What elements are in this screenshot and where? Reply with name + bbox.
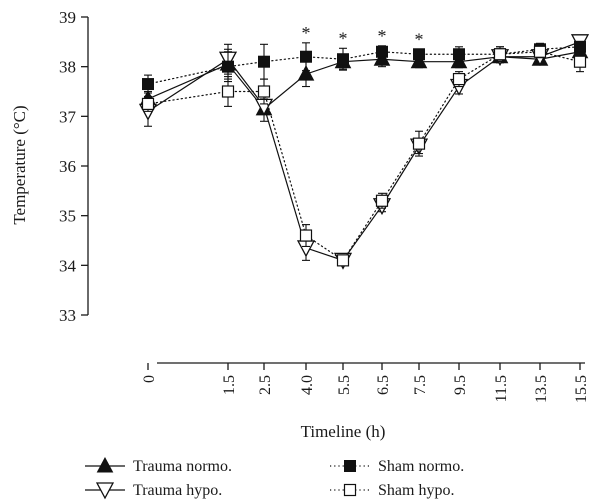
- data-point: [453, 48, 465, 61]
- significance-asterisk: *: [378, 26, 387, 46]
- x-tick-label: 7.5: [412, 375, 429, 395]
- significance-asterisk: *: [339, 28, 348, 48]
- x-tick-label: 11.5: [493, 375, 510, 402]
- legend-marker: [343, 483, 357, 497]
- data-point: [221, 85, 235, 98]
- series-layer: [138, 34, 590, 270]
- x-tick-label: 2.5: [257, 375, 274, 395]
- series-line: [147, 51, 581, 110]
- legend-marker: [95, 482, 115, 500]
- y-tick-label: 39: [59, 8, 76, 27]
- x-axis-label: Timeline (h): [301, 422, 386, 441]
- data-point: [258, 55, 270, 68]
- x-tick-label: 5.5: [336, 375, 353, 395]
- data-point: [141, 97, 155, 111]
- data-point: [493, 48, 507, 61]
- series-line: [147, 51, 581, 262]
- legend-label: Sham hypo.: [378, 482, 454, 499]
- x-tick-label: 13.5: [533, 375, 550, 403]
- data-point: [222, 60, 234, 73]
- series-line: [147, 46, 581, 85]
- significance-asterisk: *: [415, 29, 424, 49]
- y-axis-label: Temperature (°C): [10, 105, 29, 224]
- data-point: [299, 229, 313, 242]
- data-point: [336, 254, 350, 267]
- x-tick-label: 1.5: [221, 375, 238, 395]
- data-point: [337, 53, 349, 66]
- series-3: [141, 45, 587, 267]
- y-tick-label: 34: [59, 256, 77, 275]
- y-tick-label: 33: [59, 306, 76, 325]
- data-point: [375, 194, 389, 207]
- legend-item: Trauma normo.: [85, 456, 232, 475]
- legend: Trauma normo. Sham normo. Trauma hypo. Sham…: [85, 456, 464, 500]
- data-point: [297, 65, 315, 81]
- series-line: [147, 41, 581, 262]
- data-point: [376, 45, 388, 58]
- significance-asterisk: *: [302, 23, 311, 43]
- y-tick-label: 37: [59, 107, 77, 126]
- x-tick-label: 4.0: [299, 375, 316, 395]
- x-tick-label: 15.5: [573, 375, 590, 403]
- data-point: [257, 85, 271, 98]
- ticks: 33 34 35 36 37 38 39 0 1.5 2.5 4.0 5.5 6.5 7.5 9.5 11.5…: [59, 8, 590, 403]
- data-point: [452, 72, 466, 86]
- x-tick-label: 6.5: [375, 375, 392, 395]
- x-tick-label: 9.5: [452, 375, 469, 395]
- x-tick-label: 0: [141, 375, 158, 383]
- legend-marker: [344, 460, 356, 472]
- data-point: [142, 78, 154, 91]
- legend-item: Sham normo.: [330, 458, 464, 475]
- annotations: * * * *: [302, 23, 424, 49]
- legend-label: Trauma hypo.: [133, 482, 222, 499]
- y-tick-label: 38: [59, 58, 76, 77]
- series-1: [138, 34, 590, 270]
- data-point: [410, 52, 428, 69]
- legend-label: Sham normo.: [378, 458, 464, 475]
- legend-item: Trauma hypo.: [85, 482, 222, 500]
- data-point: [412, 137, 426, 150]
- data-point: [573, 55, 587, 68]
- legend-item: Sham hypo.: [330, 482, 454, 499]
- legend-marker: [96, 456, 114, 473]
- data-point: [300, 50, 312, 63]
- legend-label: Trauma normo.: [133, 458, 232, 475]
- series-2: [142, 40, 586, 94]
- axes: [87, 17, 585, 364]
- data-point: [413, 48, 425, 61]
- data-point: [574, 40, 586, 53]
- y-tick-label: 36: [59, 157, 76, 176]
- y-tick-label: 35: [59, 207, 76, 226]
- data-point: [533, 45, 547, 58]
